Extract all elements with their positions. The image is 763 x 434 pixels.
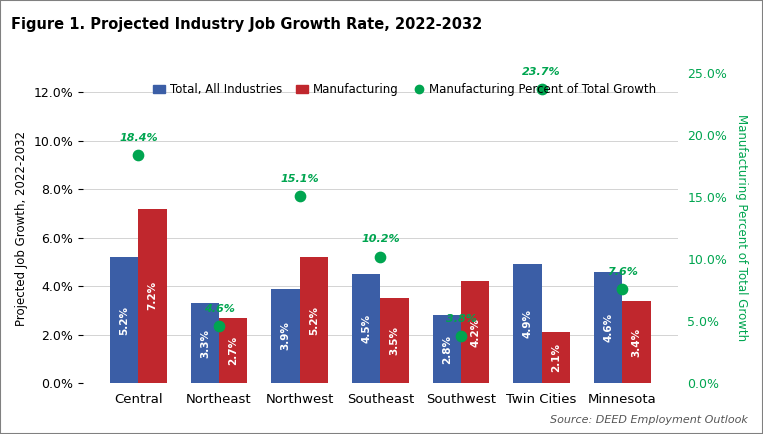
Bar [138,209,166,383]
Bar [542,332,570,383]
Bar [623,301,651,383]
Point [455,332,467,339]
Text: 4.6%: 4.6% [604,313,613,342]
Text: 4.6%: 4.6% [204,304,234,314]
Bar [353,274,381,383]
Point [132,151,144,158]
Bar [191,303,219,383]
Bar [272,289,300,383]
Text: 18.4%: 18.4% [119,133,158,143]
Bar [300,257,328,383]
Text: 2.7%: 2.7% [228,336,238,365]
Point [213,322,225,329]
Text: 10.2%: 10.2% [361,234,400,244]
Point [375,253,387,260]
Text: 3.9%: 3.9% [281,322,291,350]
Text: 5.2%: 5.2% [119,306,129,335]
Text: 7.6%: 7.6% [607,267,638,277]
Text: 4.2%: 4.2% [470,318,480,347]
Text: 3.5%: 3.5% [389,326,400,355]
Text: 3.8%: 3.8% [446,314,476,324]
Bar [219,318,247,383]
Bar [594,272,623,383]
Text: 3.4%: 3.4% [632,328,642,357]
Legend: Total, All Industries, Manufacturing, Manufacturing Percent of Total Growth: Total, All Industries, Manufacturing, Ma… [149,79,661,101]
Text: 2.8%: 2.8% [442,335,452,364]
Text: 23.7%: 23.7% [523,67,561,77]
Bar [381,298,409,383]
Point [536,85,548,92]
Bar [433,316,461,383]
Text: Figure 1. Projected Industry Job Growth Rate, 2022-2032: Figure 1. Projected Industry Job Growth … [11,17,483,33]
Bar [461,281,489,383]
Y-axis label: Manufacturing Percent of Total Growth: Manufacturing Percent of Total Growth [735,115,748,342]
Bar [513,264,542,383]
Text: 4.5%: 4.5% [361,314,372,343]
Text: 2.1%: 2.1% [551,343,561,372]
Text: 15.1%: 15.1% [280,174,319,184]
Bar [110,257,138,383]
Text: Source: DEED Employment Outlook: Source: DEED Employment Outlook [550,415,748,425]
Point [294,192,306,199]
Point [617,286,629,293]
Y-axis label: Projected Job Growth, 2022-2032: Projected Job Growth, 2022-2032 [15,131,28,326]
Text: 3.3%: 3.3% [200,329,210,358]
Text: 7.2%: 7.2% [147,281,157,310]
Text: 4.9%: 4.9% [523,309,533,339]
Text: 5.2%: 5.2% [309,306,319,335]
